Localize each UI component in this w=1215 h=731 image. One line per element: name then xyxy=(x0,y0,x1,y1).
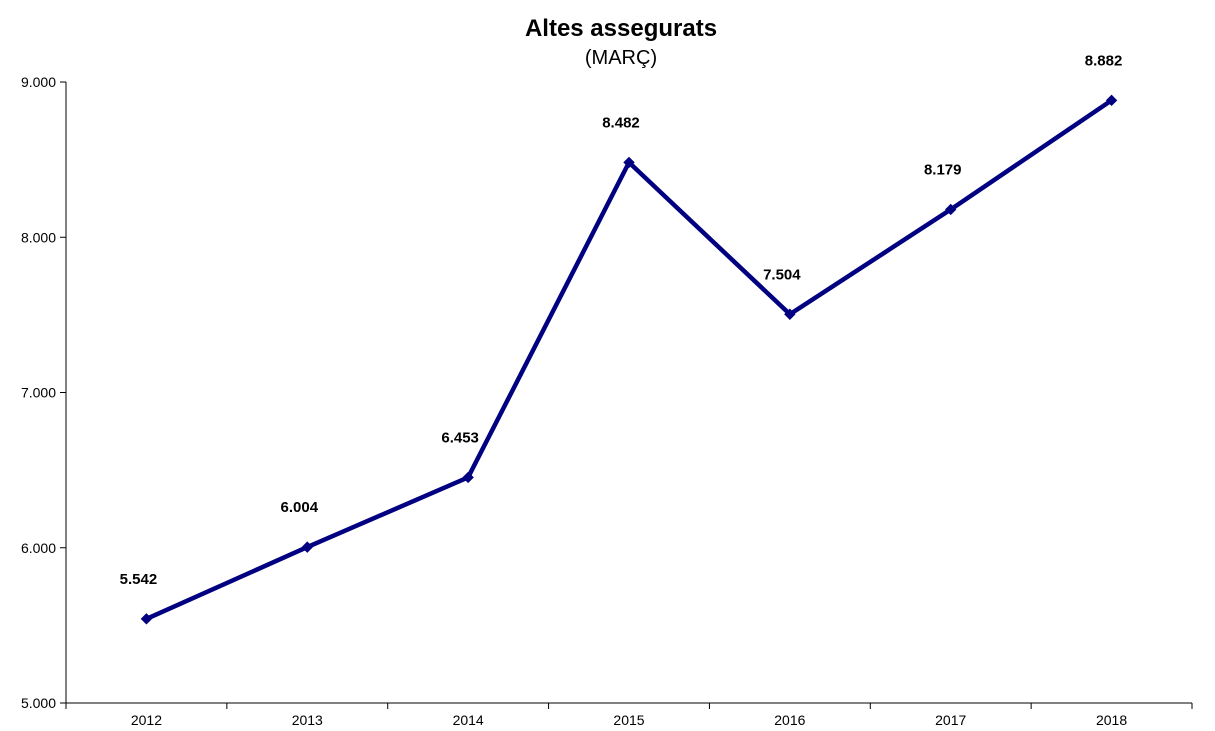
data-point-marker xyxy=(301,541,313,553)
data-point-marker xyxy=(462,471,474,484)
y-tick-label: 6.000 xyxy=(21,540,56,556)
data-label: 8.482 xyxy=(602,114,640,131)
data-labels: 5.542 6.004 6.453 8.482 7.504 8.179 8.882 xyxy=(120,52,1123,588)
series-line xyxy=(145,98,1113,621)
x-tick-label: 2015 xyxy=(613,712,644,728)
x-tick-label: 2017 xyxy=(935,712,966,728)
data-point-marker xyxy=(623,156,635,169)
x-tick-label: 2014 xyxy=(453,712,484,728)
data-point-marker xyxy=(784,308,796,320)
y-tick-label: 9.000 xyxy=(21,74,56,90)
x-tick-label: 2018 xyxy=(1096,712,1127,728)
chart-subtitle: (MARÇ) xyxy=(585,47,657,69)
x-tick-label: 2012 xyxy=(131,712,162,728)
data-label: 8.882 xyxy=(1085,52,1123,69)
y-tick-label: 5.000 xyxy=(21,695,56,711)
chart-title: Altes assegurats xyxy=(525,15,717,42)
data-point-marker xyxy=(1105,94,1118,107)
x-tick-label: 2016 xyxy=(774,712,805,728)
data-label: 6.004 xyxy=(281,499,319,516)
x-tick-label: 2013 xyxy=(292,712,323,728)
data-label: 8.179 xyxy=(924,161,962,178)
series-layer xyxy=(140,94,1118,625)
data-label: 7.504 xyxy=(763,266,801,283)
y-tick-label: 7.000 xyxy=(21,385,56,401)
data-point-marker xyxy=(945,203,957,216)
data-label: 5.542 xyxy=(120,571,158,588)
y-tick-label: 8.000 xyxy=(21,229,56,245)
data-point-marker xyxy=(140,613,153,625)
data-label: 6.453 xyxy=(441,429,479,446)
axes: 5.000 6.000 7.000 8.000 9.000 2012 2013 2014 201… xyxy=(21,74,1193,728)
